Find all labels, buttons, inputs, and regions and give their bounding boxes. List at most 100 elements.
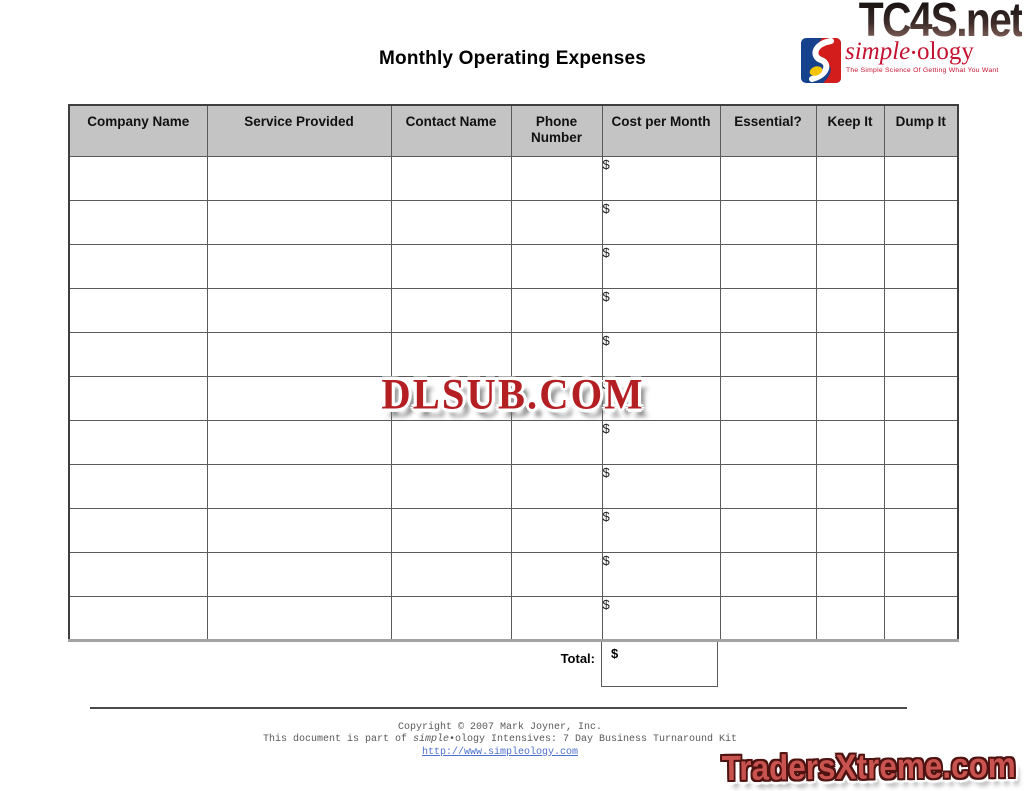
essential-cell xyxy=(719,375,817,421)
contact-cell xyxy=(390,287,512,333)
service-cell xyxy=(206,243,392,289)
dump-cell xyxy=(883,331,959,377)
keep-cell xyxy=(815,199,885,245)
simpleology-link[interactable]: http://www.simpleology.com xyxy=(421,746,579,758)
phone-cell xyxy=(510,331,603,377)
dump-cell xyxy=(883,419,959,465)
table-row: $ xyxy=(68,375,959,421)
dump-cell xyxy=(883,595,959,641)
kit-line-post: •ology Intensives: 7 Day Business Turnar… xyxy=(449,734,738,746)
company-cell xyxy=(68,507,208,553)
dump-cell xyxy=(883,551,959,597)
table-header-row: Company Name Service Provided Contact Name… xyxy=(68,104,959,157)
expenses-table-container: Company Name Service Provided Contact Name… xyxy=(68,104,959,642)
column-header: Cost per Month xyxy=(601,104,721,157)
company-cell xyxy=(68,199,208,245)
table-row: $ xyxy=(68,155,959,201)
table-row: $ xyxy=(68,331,959,377)
phone-cell xyxy=(510,595,603,641)
cost-currency: $ xyxy=(602,552,610,568)
cost-currency: $ xyxy=(602,288,610,304)
contact-cell xyxy=(390,463,512,509)
keep-cell xyxy=(815,375,885,421)
column-header: Keep It xyxy=(815,104,885,157)
company-cell xyxy=(68,551,208,597)
link-line: http://www.simpleology.com xyxy=(0,747,1000,759)
kit-line: This document is part of simple•ology In… xyxy=(0,734,1000,746)
contact-cell xyxy=(390,155,512,201)
cost-currency: $ xyxy=(602,376,610,392)
company-cell xyxy=(68,419,208,465)
table-row: $ xyxy=(68,243,959,289)
keep-cell xyxy=(815,331,885,377)
total-label: Total: xyxy=(560,651,595,666)
column-header: Service Provided xyxy=(206,104,392,157)
column-header: Essential? xyxy=(719,104,817,157)
company-cell xyxy=(68,463,208,509)
dump-cell xyxy=(883,375,959,421)
phone-cell xyxy=(510,463,603,509)
table-row: $ xyxy=(68,419,959,465)
contact-cell xyxy=(390,551,512,597)
company-cell xyxy=(68,287,208,333)
cost-currency: $ xyxy=(602,464,610,480)
table-row: $ xyxy=(68,199,959,245)
dump-cell xyxy=(883,155,959,201)
table-row: $ xyxy=(68,463,959,509)
company-cell xyxy=(68,243,208,289)
essential-cell xyxy=(719,155,817,201)
cost-cell: $ xyxy=(601,463,721,509)
phone-cell xyxy=(510,419,603,465)
company-cell xyxy=(68,331,208,377)
phone-cell xyxy=(510,199,603,245)
dump-cell xyxy=(883,507,959,553)
phone-cell xyxy=(510,287,603,333)
dump-cell xyxy=(883,287,959,333)
contact-cell xyxy=(390,419,512,465)
essential-cell xyxy=(719,331,817,377)
kit-line-pre: This document is part of xyxy=(262,734,413,746)
copyright-line: Copyright © 2007 Mark Joyner, Inc. xyxy=(397,722,603,733)
column-header: Company Name xyxy=(68,104,208,157)
service-cell xyxy=(206,287,392,333)
company-cell xyxy=(68,155,208,201)
cost-cell: $ xyxy=(601,199,721,245)
keep-cell xyxy=(815,243,885,289)
service-cell xyxy=(206,463,392,509)
cost-currency: $ xyxy=(602,156,610,172)
phone-cell xyxy=(510,551,603,597)
keep-cell xyxy=(815,419,885,465)
essential-cell xyxy=(719,463,817,509)
footer-divider xyxy=(90,707,907,709)
essential-cell xyxy=(719,551,817,597)
dump-cell xyxy=(883,463,959,509)
company-cell xyxy=(68,595,208,641)
company-cell xyxy=(68,375,208,421)
kit-line-simple: simple xyxy=(412,734,449,746)
essential-cell xyxy=(719,419,817,465)
essential-cell xyxy=(719,507,817,553)
total-cell: $ xyxy=(601,641,718,687)
column-header: Contact Name xyxy=(390,104,512,157)
column-header: Phone Number xyxy=(510,104,603,157)
cost-currency: $ xyxy=(602,508,610,524)
cost-currency: $ xyxy=(602,332,610,348)
table-body: $ $ $ $ $ xyxy=(68,155,959,641)
phone-cell xyxy=(510,155,603,201)
contact-cell xyxy=(390,595,512,641)
service-cell xyxy=(206,155,392,201)
dump-cell xyxy=(883,199,959,245)
total-currency: $ xyxy=(611,646,619,661)
tradersxtreme-watermark: TradersXtreme.com xyxy=(721,746,1017,789)
contact-cell xyxy=(390,375,512,421)
keep-cell xyxy=(815,551,885,597)
phone-cell xyxy=(510,507,603,553)
cost-currency: $ xyxy=(602,200,610,216)
tc4s-net-watermark: TC4S.net xyxy=(858,0,1024,47)
simpleology-logo-icon xyxy=(801,38,841,83)
expenses-table: Company Name Service Provided Contact Name… xyxy=(68,104,959,642)
cost-cell: $ xyxy=(601,243,721,289)
table-row: $ xyxy=(68,551,959,597)
contact-cell xyxy=(390,243,512,289)
wordmark-simple: simple xyxy=(845,38,911,65)
